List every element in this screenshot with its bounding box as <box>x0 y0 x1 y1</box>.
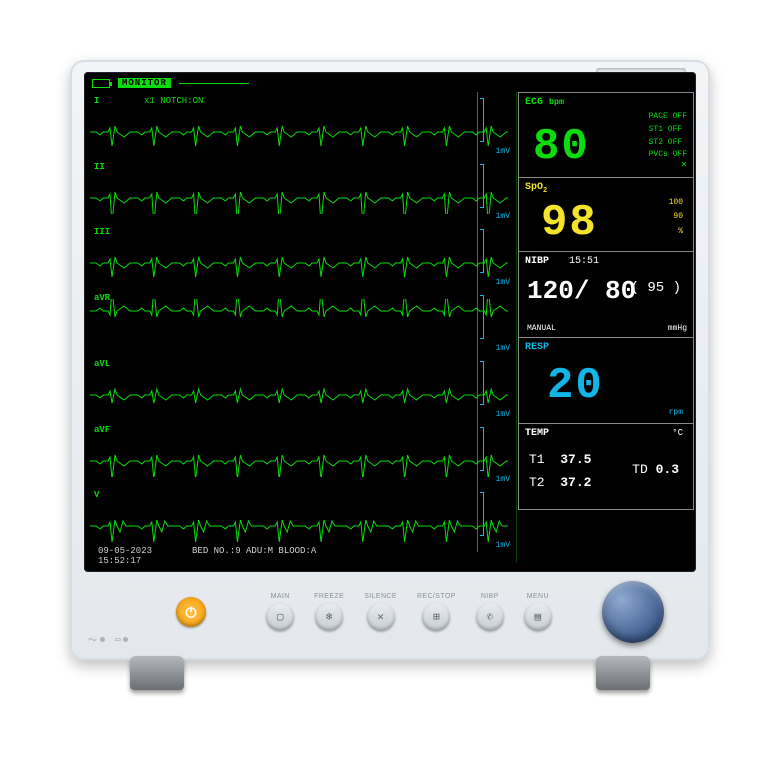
nibp-value: 120/ 80 <box>527 276 636 306</box>
mV-label: 1mV <box>496 147 510 156</box>
spo2-value: 98 <box>541 201 598 245</box>
wave-cursor <box>477 289 478 355</box>
spo2-limits: 10090% <box>669 196 683 239</box>
battery-icon <box>92 79 110 88</box>
nibp-button[interactable]: NIBP✆ <box>476 593 504 631</box>
nibp-bottom: MANUALmmHg <box>527 324 687 333</box>
mV-label: 1mV <box>496 212 510 221</box>
mV-label: 1mV <box>496 344 510 353</box>
mode-label: MONITOR <box>118 78 171 88</box>
temp-title: TEMP <box>525 428 549 439</box>
scale-bracket <box>480 295 484 339</box>
wave-row-aVL: aVL 1mV <box>84 355 514 421</box>
wave-cursor <box>477 92 478 158</box>
panel-spo2[interactable]: SpO2 98 10090% <box>518 178 694 252</box>
vitals-panels: ECG bpm 80 PACE OFFST1 OFFST2 OFFPVCs OF… <box>518 92 694 510</box>
scale-bracket <box>480 492 484 536</box>
wave-cursor <box>477 486 478 552</box>
mV-label: 1mV <box>496 278 510 287</box>
top-bar: MONITOR <box>92 78 249 88</box>
ecg-title: ECG bpm <box>525 97 564 108</box>
wave-row-II: II 1mV <box>84 158 514 224</box>
monitor-device: MONITOR I x1 NOTCH:ON 1mV II 1mV III 1mV… <box>70 60 710 660</box>
mode-underline <box>179 83 249 84</box>
resp-unit: rpm <box>669 408 683 417</box>
power-button[interactable] <box>176 597 206 627</box>
scale-bracket <box>480 164 484 208</box>
wave-row-III: III 1mV <box>84 223 514 289</box>
wave-cursor <box>477 158 478 224</box>
waveform-area: I x1 NOTCH:ON 1mV II 1mV III 1mV aVR 1mV <box>84 92 514 552</box>
hardware-controls: MAIN▢ FREEZE❄ SILENCE✕ REC/STOP⊞ NIBP✆ M… <box>70 576 710 648</box>
scale-bracket <box>480 229 484 273</box>
vertical-divider <box>516 92 517 562</box>
scale-bracket <box>480 427 484 471</box>
foot-right <box>596 656 650 690</box>
temp-values: T1 37.5 T2 37.2 <box>529 448 591 495</box>
panel-ecg[interactable]: ECG bpm 80 PACE OFFST1 OFFST2 OFFPVCs OF… <box>518 92 694 178</box>
wave-cursor <box>477 421 478 487</box>
nibp-title: NIBP <box>525 256 549 267</box>
rotary-knob[interactable] <box>602 581 664 643</box>
silence-button[interactable]: SILENCE✕ <box>364 593 397 631</box>
wave-row-I: I x1 NOTCH:ON 1mV <box>84 92 514 158</box>
nibp-time: 15:51 <box>569 256 599 267</box>
scale-bracket <box>480 98 484 142</box>
footer-info: 09-05-2023 15:52:17 BED NO.:9 ADU:M BLOO… <box>98 546 508 566</box>
panel-nibp[interactable]: NIBP 15:51 120/ 80 ( 95 ) MANUALmmHg <box>518 252 694 338</box>
ecg-flags: PACE OFFST1 OFFST2 OFFPVCs OFF <box>649 111 687 162</box>
bed-info: BED NO.:9 ADU:M BLOOD:A <box>192 546 316 566</box>
menu-button[interactable]: MENU▤ <box>524 593 552 631</box>
temp-unit: °C <box>672 428 683 438</box>
mV-label: 1mV <box>496 475 510 484</box>
wave-cursor <box>477 355 478 421</box>
freeze-button[interactable]: FREEZE❄ <box>314 593 344 631</box>
panel-resp[interactable]: RESP 20 rpm <box>518 338 694 424</box>
wave-cursor <box>477 223 478 289</box>
foot-left <box>130 656 184 690</box>
time: 15:52:17 <box>98 556 152 566</box>
spo2-title: SpO2 <box>525 182 547 193</box>
ecg-value: 80 <box>533 125 590 169</box>
nibp-average: ( 95 ) <box>631 280 681 296</box>
mV-label: 1mV <box>496 410 510 419</box>
date: 09-05-2023 <box>98 546 152 556</box>
panel-temp[interactable]: TEMP °C T1 37.5 T2 37.2 TD 0.3 <box>518 424 694 510</box>
status-leds: ～ ▭ <box>88 633 128 646</box>
wave-row-aVF: aVF 1mV <box>84 421 514 487</box>
resp-title: RESP <box>525 342 549 353</box>
rec-button[interactable]: REC/STOP⊞ <box>417 593 456 631</box>
screen: MONITOR I x1 NOTCH:ON 1mV II 1mV III 1mV… <box>84 72 696 572</box>
wave-row-V: V 1mV <box>84 486 514 552</box>
temp-td: TD 0.3 <box>632 462 679 477</box>
wave-row-aVR: aVR 1mV <box>84 289 514 355</box>
ecg-close-icon[interactable]: ✕ <box>681 159 687 171</box>
scale-bracket <box>480 361 484 405</box>
main-button[interactable]: MAIN▢ <box>266 593 294 631</box>
resp-value: 20 <box>547 364 604 408</box>
